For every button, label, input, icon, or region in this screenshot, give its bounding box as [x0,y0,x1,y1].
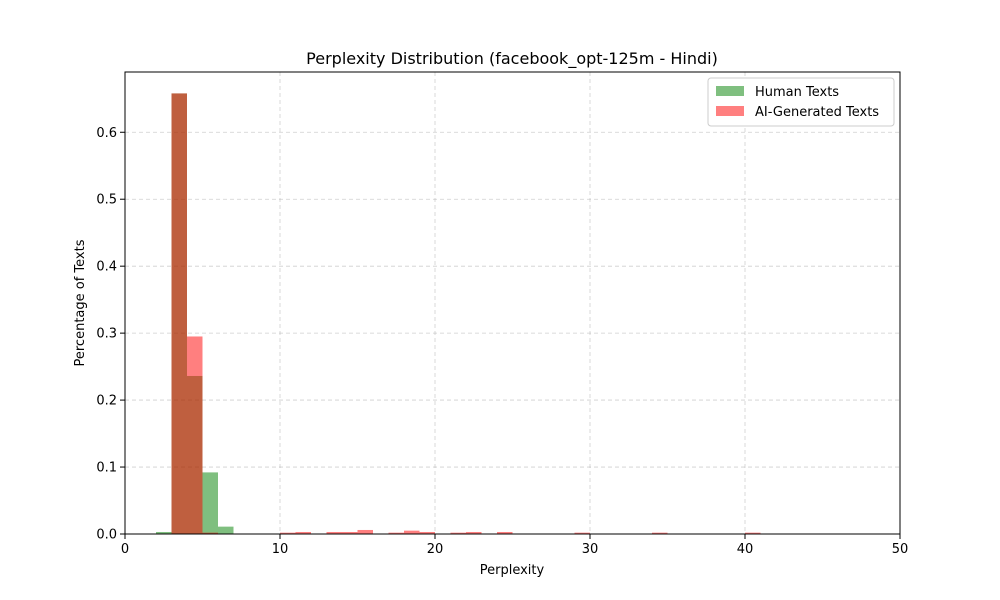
bar-human [218,526,234,534]
y-tick-label: 0.4 [96,260,117,275]
bar-ai-generated [574,532,590,534]
bar-ai-generated [419,531,435,534]
x-axis-label: Perplexity [480,563,545,578]
bar-ai-generated [295,531,311,534]
bar-ai-generated [404,530,420,534]
legend-label-human: Human Texts [755,85,839,100]
bar-ai-generated [652,532,668,534]
y-tick-label: 0.2 [96,394,117,409]
y-tick-label: 0.6 [96,126,117,141]
legend-label-ai: AI-Generated Texts [755,105,879,120]
x-tick-label: 10 [272,542,289,557]
x-tick-label: 50 [892,542,909,557]
bars [156,93,761,534]
y-tick-label: 0.0 [96,528,117,543]
bar-human [156,531,172,534]
bar-ai-generated [450,532,466,534]
bar-ai-generated [388,532,404,534]
legend-swatch-human [716,86,744,96]
x-tick-label: 0 [121,542,129,557]
plot-frame [124,71,901,535]
legend-box [707,77,895,127]
bar-ai-generated [357,529,373,534]
x-tick-label: 30 [582,542,599,557]
bar-human [202,472,218,534]
bar-ai-generated [466,531,482,534]
axis-ticks: 0 10 20 30 40 50 0.0 0.1 0.2 0.3 0.4 0.5 0.6 [96,126,908,557]
bar-ai-generated [187,336,203,534]
bar-ai-generated [202,532,218,534]
grid [125,72,900,534]
bar-ai-generated [497,531,513,534]
y-tick-label: 0.3 [96,327,117,342]
chart-title: Perplexity Distribution (facebook_opt-12… [306,49,718,69]
x-tick-label: 40 [737,542,754,557]
bar-ai-generated [342,531,358,534]
bar-ai-generated [171,93,187,534]
bar-ai-generated [280,532,296,534]
bar-ai-generated [745,532,761,534]
y-axis-label: Percentage of Texts [73,239,88,366]
legend: Human Texts AI-Generated Texts [707,77,895,127]
bar-ai-generated [326,531,342,534]
y-tick-label: 0.5 [96,193,117,208]
legend-swatch-ai [716,106,744,116]
x-tick-label: 20 [427,542,444,557]
y-tick-label: 0.1 [96,461,117,476]
